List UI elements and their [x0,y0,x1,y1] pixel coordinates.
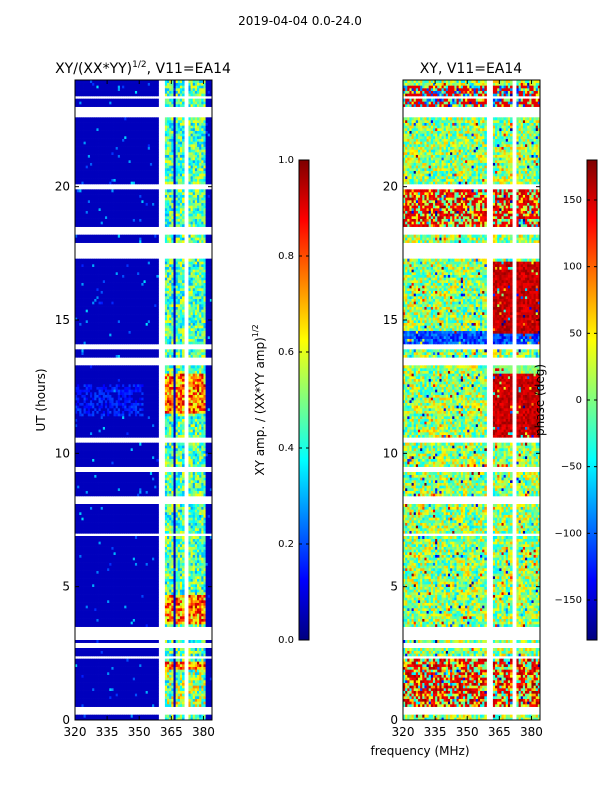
heatmap-cell [182,669,185,672]
heatmap-cell [156,683,159,686]
heatmap-cell [182,715,185,718]
heatmap-cell [156,664,159,667]
heatmap-cell [182,701,185,704]
heatmap-cell [156,691,159,694]
heatmap-cell [156,675,159,678]
heatmap-cell [156,704,159,707]
figure: XY/(XX*YY)1/2, V11=EA14 320 335 350 365 3800… [0,0,600,800]
heatmap-cell [156,693,159,696]
heatmap-cell [182,699,185,702]
heatmap-cell [182,653,185,656]
heatmap-cell [182,651,185,654]
heatmap-cell [156,653,159,656]
heatmap-cell [156,677,159,680]
heatmap-cell [156,685,159,688]
heatmap-cell [182,672,185,675]
heatmap-cell [182,693,185,696]
heatmap-cell [182,683,185,686]
heatmap-cell [156,696,159,699]
heatmap-cell [182,675,185,678]
left-title: XY/(XX*YY)1/2, V11=EA14 [55,60,231,77]
heatmap-cell [156,640,159,643]
heatmap-cell [156,672,159,675]
heatmap-cell [156,648,159,651]
heatmap-cell [182,640,185,643]
heatmap-cell [182,677,185,680]
heatmap-cell [156,661,159,664]
heatmap-cell [182,691,185,694]
heatmap-cell [182,659,185,662]
heatmap-cell [182,664,185,667]
heatmap-cell [156,659,159,662]
heatmap-cell [182,648,185,651]
heatmap-cell [156,621,159,624]
heatmap-cell [156,680,159,683]
heatmap-cell [156,651,159,654]
heatmap-cell [156,624,159,627]
heatmap-cell [182,619,185,622]
heatmap-cell [182,704,185,707]
heatmap-cell [182,624,185,627]
heatmap-cell [182,680,185,683]
heatmap-cell [156,688,159,691]
heatmap-cell [156,667,159,670]
heatmap-cell [156,715,159,718]
heatmap-cell [156,699,159,702]
heatmap-cell [182,667,185,670]
heatmap-cell [182,685,185,688]
heatmap-cell [182,688,185,691]
heatmap-cell [182,661,185,664]
heatmap-cell [156,669,159,672]
heatmap-cell [156,619,159,622]
heatmap-cell [156,701,159,704]
heatmap-cell [182,621,185,624]
heatmap-cell [182,696,185,699]
